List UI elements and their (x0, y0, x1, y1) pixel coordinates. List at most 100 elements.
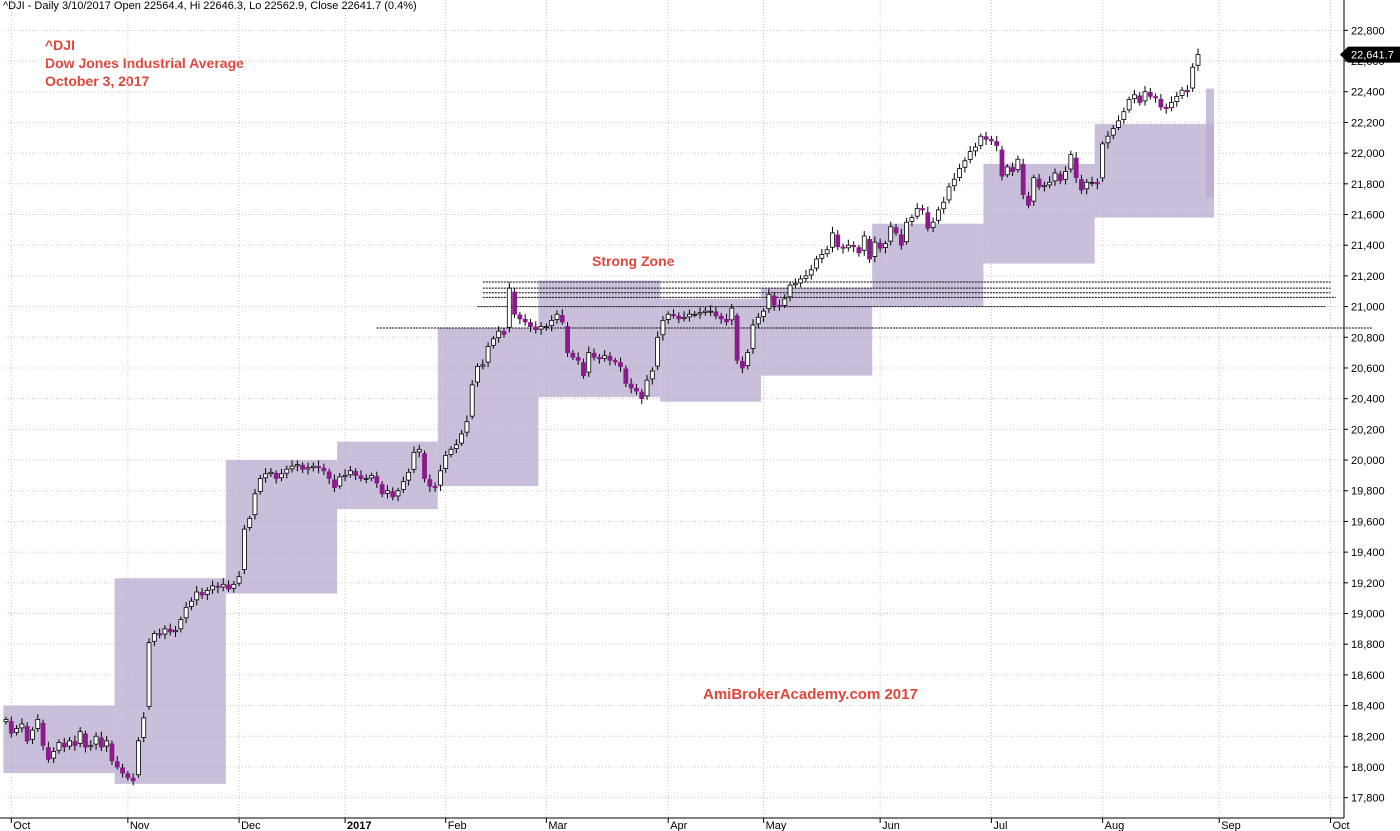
candle-body (1036, 178, 1042, 188)
candle (67, 737, 72, 750)
candle (390, 487, 396, 501)
candle (1174, 91, 1180, 107)
candle (501, 328, 507, 338)
candle (909, 214, 915, 227)
candle (385, 485, 390, 499)
candle (469, 380, 475, 420)
candle (697, 307, 703, 319)
candle (543, 323, 549, 331)
candle-body (1084, 181, 1090, 190)
candle-body (973, 146, 978, 152)
candle-body (358, 475, 364, 479)
candle (872, 236, 878, 263)
candle-body (914, 207, 920, 217)
candle-body (681, 316, 687, 320)
candle-body (24, 726, 30, 742)
candle-body (1163, 106, 1169, 110)
candle-body (422, 453, 427, 479)
y-tick-label: 20,400 (1351, 394, 1385, 406)
candle (755, 313, 761, 328)
candle-body (904, 221, 910, 243)
candle-body (835, 234, 841, 248)
candle (294, 460, 300, 472)
candle (1121, 107, 1127, 124)
candle (549, 315, 555, 332)
candle-body (967, 151, 973, 160)
candle (252, 488, 258, 520)
candle-body (35, 718, 41, 729)
x-tick-label: Aug (1105, 820, 1125, 831)
candle-body (342, 474, 348, 478)
candle-body (1094, 182, 1100, 185)
candle (300, 462, 306, 474)
y-tick-label: 21,600 (1351, 210, 1385, 222)
candle-body (98, 737, 104, 748)
candle-body (999, 149, 1005, 177)
candle-body (983, 136, 989, 140)
candle-body (72, 741, 78, 746)
candle (14, 725, 19, 736)
candle-body (231, 583, 237, 589)
candle-body (395, 490, 401, 497)
candle-body (755, 316, 761, 325)
candle-body (1068, 154, 1074, 170)
candle (898, 228, 904, 250)
candle-body (1174, 95, 1180, 102)
candle (745, 349, 751, 370)
candle (649, 367, 655, 385)
candle (951, 173, 957, 191)
candle (591, 348, 597, 361)
chart-title-date: October 3, 2017 (45, 73, 150, 89)
candle-body (533, 326, 539, 330)
x-tick-label: Apr (670, 820, 687, 831)
candle-body (803, 275, 809, 279)
candle-body (215, 585, 221, 588)
candle-body (1195, 54, 1201, 66)
candle (1195, 48, 1201, 71)
candle-body (1031, 177, 1037, 202)
candle-body (570, 352, 576, 358)
candle (215, 582, 221, 594)
candle-body (1137, 95, 1143, 103)
candle (310, 462, 316, 472)
candle-body (1052, 172, 1058, 182)
candle (946, 182, 952, 204)
candle (988, 136, 994, 145)
candle (671, 309, 676, 319)
candle (851, 241, 857, 253)
candle (1169, 96, 1174, 112)
candle-body (554, 313, 560, 320)
candle-body (294, 464, 300, 467)
candle-body (1169, 102, 1174, 109)
candle (925, 206, 931, 232)
candle-body (416, 448, 422, 453)
candle (1190, 63, 1196, 92)
candle-body (978, 135, 984, 146)
candle (1094, 178, 1100, 190)
candle (1031, 174, 1037, 206)
candle-body (316, 466, 321, 469)
candle-body (771, 295, 777, 306)
monthly-range-box (1094, 123, 1214, 218)
candle (35, 714, 41, 732)
candle-body (443, 455, 449, 469)
candle (1163, 103, 1169, 114)
candle-body (157, 633, 163, 636)
candle-body (93, 735, 99, 745)
y-tick-label: 18,800 (1351, 639, 1385, 651)
candle-body (1185, 90, 1190, 93)
price-axis: 17,800 18,000 18,200 18,400 18,600 18,800 19,0… (1340, 0, 1400, 818)
candle-body (363, 478, 369, 480)
y-tick-label: 18,200 (1351, 731, 1385, 743)
candle (575, 352, 581, 365)
candle (798, 275, 804, 288)
candle (930, 217, 936, 233)
candle-body (565, 326, 570, 354)
candle (734, 313, 740, 364)
candle-body (496, 330, 502, 339)
candle-body (45, 747, 51, 760)
monthly-range-box (760, 288, 873, 376)
candle (628, 378, 634, 394)
candle-body (655, 336, 661, 367)
